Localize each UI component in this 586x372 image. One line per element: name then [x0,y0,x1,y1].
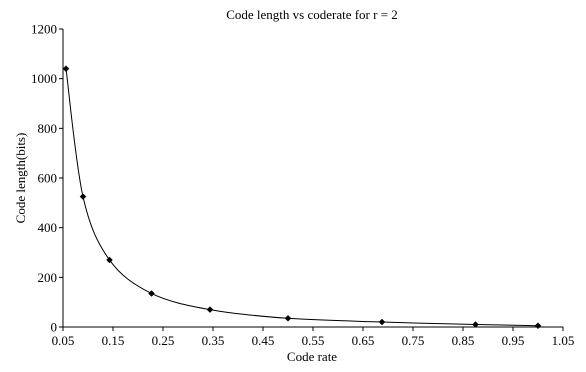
tick-marks: 0.05 0.15 0.25 0.35 0.45 0.55 0.65 0.75 0.85 0.95… [31,22,574,349]
x-tick-label: 0.35 [202,333,225,348]
y-tick-label: 1000 [31,71,57,86]
chart-title: Code length vs coderate for r = 2 [226,7,398,22]
data-point-marker [106,256,113,264]
data-point-marker [148,290,155,297]
data-point-marker [534,322,542,330]
y-tick-label: 800 [38,121,58,136]
x-tick-label: 0.55 [302,333,325,348]
series-line [65,68,539,327]
y-axis-label: Code length(bits) [13,133,28,224]
y-tick-label: 1200 [31,22,57,37]
x-tick-label: 0.65 [352,333,375,348]
series-group [65,68,539,327]
data-point-marker [206,306,214,313]
data-point-marker [472,321,479,328]
axes [62,29,563,328]
data-point-marker [284,314,292,322]
y-tick-label: 0 [51,320,58,335]
data-point-marker [79,193,87,200]
x-axis-label: Code rate [287,349,337,364]
x-tick-label: 0.85 [452,333,475,348]
x-tick-label: 0.45 [252,333,275,348]
y-tick-label: 200 [38,270,58,285]
x-tick-label: 0.05 [52,333,75,348]
x-tick-label: 0.75 [402,333,425,348]
y-tick-label: 600 [38,171,58,186]
x-tick-label: 0.95 [502,333,525,348]
marker-group [62,65,542,330]
data-point-marker [62,65,70,73]
x-tick-label: 0.15 [102,333,125,348]
data-point-marker [378,318,386,326]
y-tick-label: 400 [38,220,58,235]
x-tick-label: 0.25 [152,333,175,348]
x-tick-label: 1.05 [552,333,575,348]
